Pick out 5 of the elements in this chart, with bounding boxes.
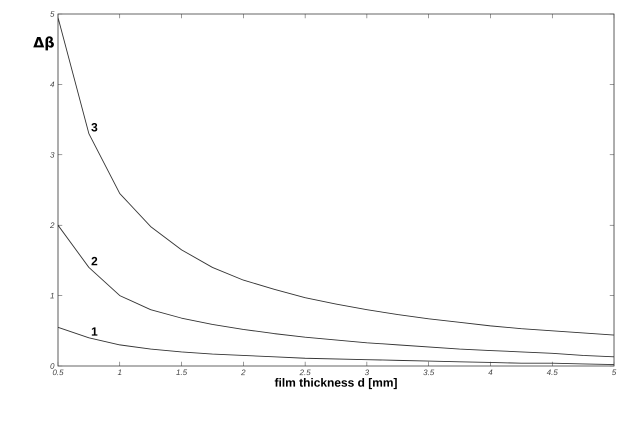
- series-label: 1: [92, 327, 98, 336]
- series-label: 2: [92, 256, 98, 266]
- y-axis-title: Δβ: [33, 36, 54, 50]
- x-axis-title: film thickness d [mm]: [274, 378, 397, 390]
- series-label: 3: [91, 123, 98, 132]
